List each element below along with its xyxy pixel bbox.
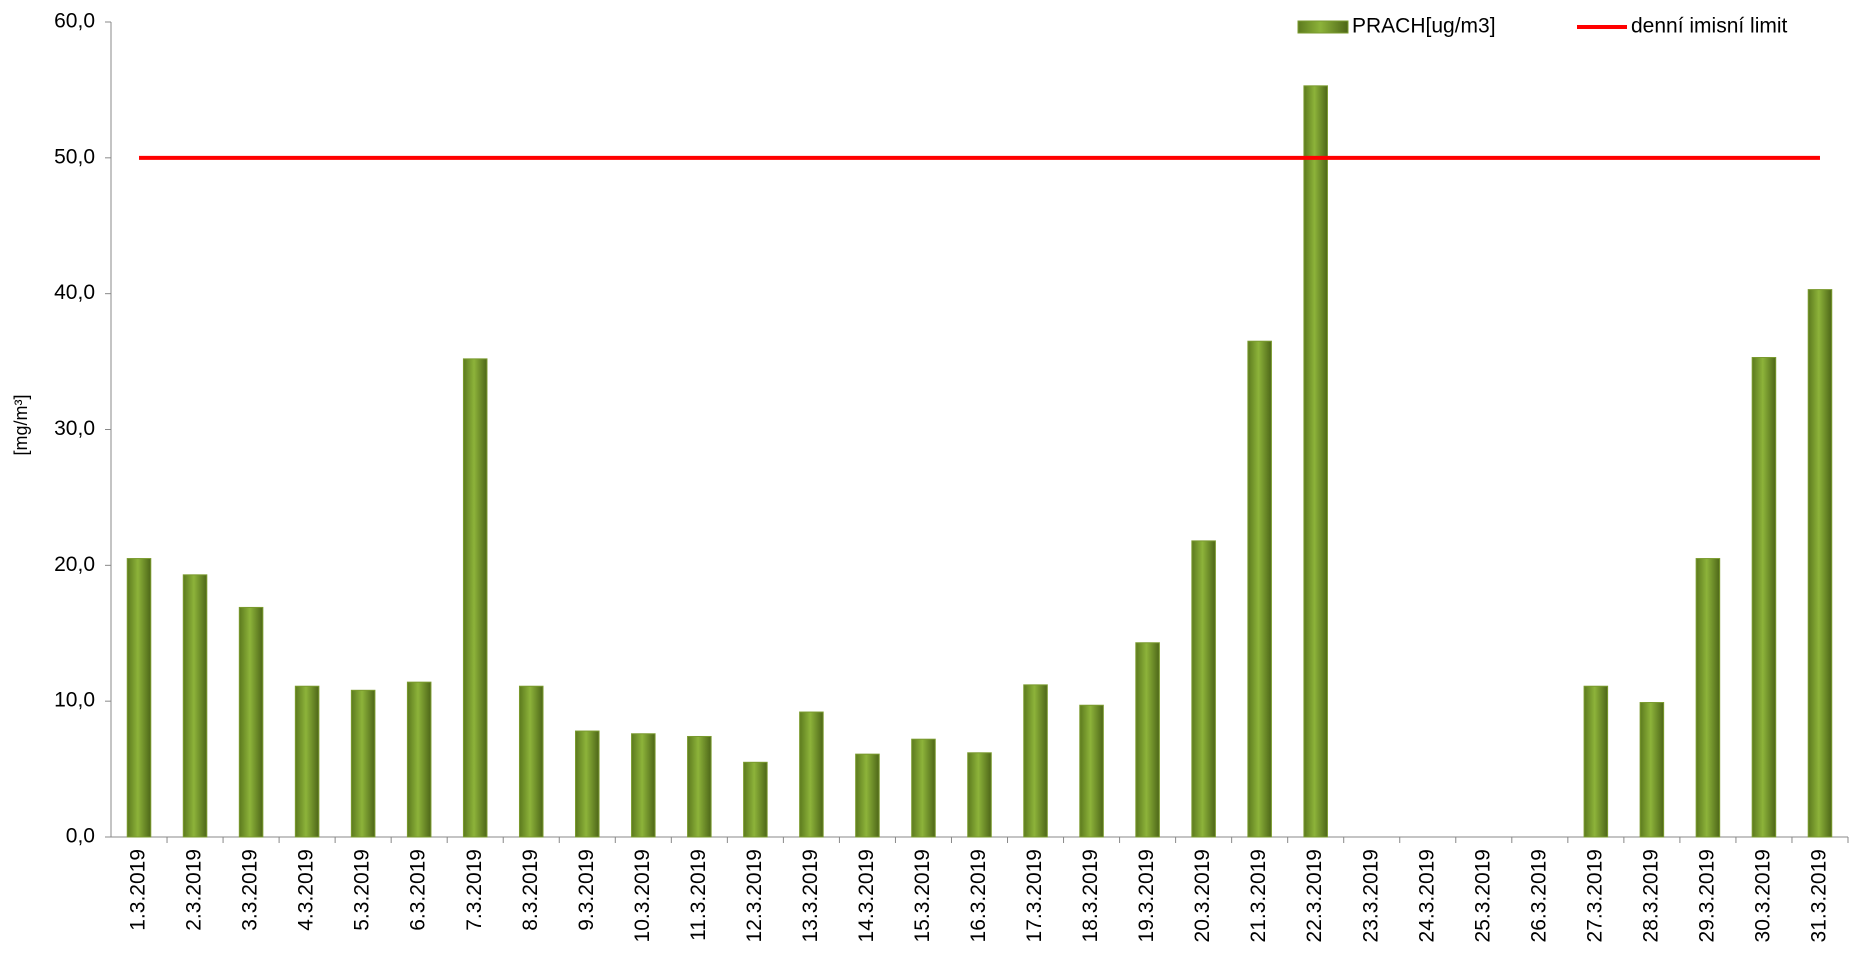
- bar: [911, 738, 936, 838]
- x-tick-label: 23.3.2019: [1359, 849, 1382, 942]
- x-tick-label: 10.3.2019: [631, 849, 654, 942]
- x-tick-label: 30.3.2019: [1751, 849, 1774, 942]
- x-tick-label: 3.3.2019: [239, 849, 262, 931]
- y-tick-label: 50,0: [54, 145, 95, 168]
- bar: [1751, 357, 1777, 838]
- bar: [1639, 702, 1665, 838]
- x-tick-label: 4.3.2019: [295, 849, 318, 931]
- x-tick-label: 11.3.2019: [687, 849, 710, 941]
- bar: [182, 574, 208, 838]
- x-tick-label: 28.3.2019: [1639, 849, 1662, 942]
- bar: [855, 753, 880, 838]
- y-axis-label: [mg/m³]: [11, 395, 31, 456]
- bar: [1695, 558, 1721, 838]
- y-tick-label: 10,0: [54, 689, 95, 712]
- bar: [238, 606, 264, 838]
- legend-label: denní imisní limit: [1631, 15, 1788, 38]
- bar: [687, 735, 712, 838]
- x-tick-label: 6.3.2019: [407, 849, 430, 931]
- x-tick-label: 12.3.2019: [743, 849, 766, 942]
- x-tick-label: 18.3.2019: [1079, 849, 1102, 942]
- x-tick-label: 17.3.2019: [1023, 849, 1046, 942]
- x-tick-label: 5.3.2019: [351, 849, 374, 931]
- y-tick-label: 30,0: [54, 417, 95, 440]
- bar: [799, 711, 824, 838]
- x-tick-label: 16.3.2019: [967, 849, 990, 942]
- bar: [631, 733, 656, 838]
- x-tick-label: 26.3.2019: [1527, 849, 1550, 942]
- bar: [126, 558, 152, 838]
- x-tick-label: 29.3.2019: [1695, 849, 1718, 942]
- bar: [1583, 685, 1609, 838]
- x-tick-label: 25.3.2019: [1471, 849, 1494, 942]
- x-tick-label: 20.3.2019: [1191, 849, 1214, 942]
- x-tick-label: 31.3.2019: [1808, 849, 1831, 942]
- bar: [1135, 642, 1160, 838]
- bar: [518, 685, 544, 838]
- bar: [1303, 85, 1328, 838]
- bar: [1807, 289, 1833, 838]
- x-tick-label: 24.3.2019: [1415, 849, 1438, 942]
- bar: [1023, 684, 1048, 838]
- bar: [575, 730, 600, 838]
- x-tick-label: 7.3.2019: [463, 849, 486, 931]
- bar: [294, 685, 320, 838]
- bar: [406, 681, 432, 838]
- bar: [1247, 340, 1272, 838]
- bar: [350, 689, 376, 838]
- legend-swatch: [1297, 20, 1349, 34]
- x-tick-label: 21.3.2019: [1247, 849, 1270, 942]
- y-tick-label: 40,0: [54, 281, 95, 304]
- legend-label: PRACH[ug/m3]: [1352, 15, 1496, 38]
- x-tick-label: 15.3.2019: [911, 849, 934, 942]
- x-tick-label: 14.3.2019: [855, 849, 878, 942]
- x-tick-label: 27.3.2019: [1583, 849, 1606, 942]
- y-tick-label: 20,0: [54, 553, 95, 576]
- x-tick-label: 1.3.2019: [127, 849, 150, 931]
- y-tick-label: 0,0: [66, 825, 95, 848]
- x-tick-label: 9.3.2019: [575, 849, 598, 931]
- y-tick-label: 60,0: [54, 10, 95, 33]
- bar: [1079, 704, 1104, 838]
- bar: [967, 752, 992, 838]
- bar: [462, 358, 488, 838]
- x-tick-label: 22.3.2019: [1303, 849, 1326, 942]
- x-tick-label: 19.3.2019: [1135, 849, 1158, 942]
- bar: [1191, 540, 1216, 838]
- x-tick-label: 13.3.2019: [799, 849, 822, 942]
- x-tick-label: 2.3.2019: [183, 849, 206, 931]
- bar: [743, 761, 768, 838]
- x-tick-label: 8.3.2019: [519, 849, 542, 931]
